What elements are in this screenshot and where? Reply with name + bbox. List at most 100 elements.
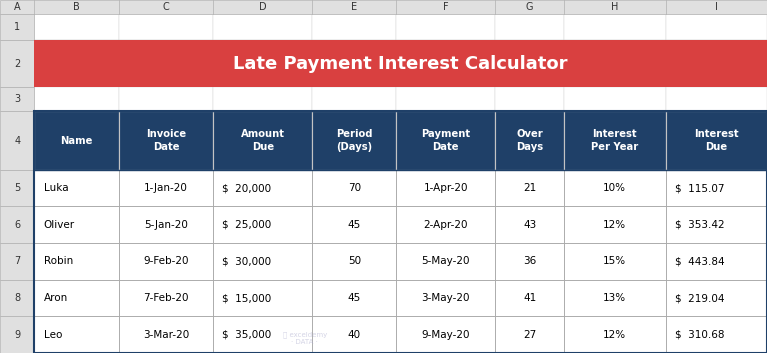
Bar: [35, 88, 119, 111]
Bar: [35, 316, 119, 353]
Text: Invoice
Date: Invoice Date: [146, 129, 186, 152]
Bar: [397, 316, 495, 353]
Bar: [35, 14, 119, 40]
Bar: [213, 243, 312, 280]
Bar: [312, 280, 397, 316]
Bar: [666, 243, 767, 280]
Text: 9: 9: [14, 330, 20, 340]
Bar: [0, 207, 35, 243]
Bar: [666, 40, 767, 88]
Text: $  443.84: $ 443.84: [675, 256, 724, 267]
Text: 40: 40: [347, 330, 360, 340]
Bar: [119, 88, 213, 111]
Bar: [397, 170, 495, 207]
Bar: [666, 170, 767, 207]
Bar: [564, 88, 666, 111]
Bar: [213, 280, 312, 316]
Text: C: C: [163, 2, 170, 12]
Text: Period
(Days): Period (Days): [336, 129, 373, 152]
Text: 1-Jan-20: 1-Jan-20: [144, 183, 188, 193]
Text: Late Payment Interest Calculator: Late Payment Interest Calculator: [233, 55, 568, 73]
Text: $  30,000: $ 30,000: [222, 256, 272, 267]
Bar: [35, 111, 767, 170]
Text: 12%: 12%: [603, 330, 627, 340]
Bar: [119, 40, 213, 88]
Text: Robin: Robin: [44, 256, 73, 267]
Bar: [495, 111, 564, 170]
Bar: [564, 170, 666, 207]
Bar: [213, 207, 312, 243]
Text: 1-Apr-20: 1-Apr-20: [423, 183, 468, 193]
Bar: [666, 111, 767, 170]
Bar: [119, 207, 213, 243]
Bar: [666, 316, 767, 353]
Bar: [495, 207, 564, 243]
Text: 12%: 12%: [603, 220, 627, 230]
Bar: [35, 280, 119, 316]
Bar: [397, 40, 495, 88]
Text: 13%: 13%: [603, 293, 627, 303]
Text: 41: 41: [523, 293, 536, 303]
Bar: [564, 111, 666, 170]
Text: 36: 36: [523, 256, 536, 267]
Bar: [397, 111, 495, 170]
Text: $  35,000: $ 35,000: [222, 330, 272, 340]
Bar: [213, 88, 312, 111]
Bar: [119, 170, 213, 207]
Bar: [312, 40, 397, 88]
Bar: [213, 170, 312, 207]
Bar: [666, 207, 767, 243]
Bar: [312, 243, 397, 280]
Bar: [213, 243, 312, 280]
Text: $  115.07: $ 115.07: [675, 183, 724, 193]
Bar: [397, 111, 495, 170]
Text: 4: 4: [14, 136, 20, 145]
Bar: [495, 111, 564, 170]
Text: $  25,000: $ 25,000: [222, 220, 272, 230]
Bar: [312, 207, 397, 243]
Text: 3: 3: [14, 94, 20, 104]
Bar: [0, 170, 35, 207]
Text: Interest
Due: Interest Due: [694, 129, 739, 152]
Bar: [0, 316, 35, 353]
Text: 15%: 15%: [603, 256, 627, 267]
Bar: [35, 316, 119, 353]
Bar: [312, 111, 397, 170]
Bar: [213, 316, 312, 353]
Text: $  15,000: $ 15,000: [222, 293, 272, 303]
Text: 3-May-20: 3-May-20: [422, 293, 470, 303]
Text: 45: 45: [347, 220, 361, 230]
Text: A: A: [14, 2, 21, 12]
Bar: [213, 40, 312, 88]
Bar: [0, 0, 767, 14]
Text: 3-Mar-20: 3-Mar-20: [143, 330, 189, 340]
Bar: [35, 243, 119, 280]
Bar: [397, 207, 495, 243]
Text: 10%: 10%: [604, 183, 627, 193]
Bar: [666, 170, 767, 207]
Bar: [35, 243, 119, 280]
Bar: [119, 243, 213, 280]
Bar: [35, 170, 119, 207]
Text: 45: 45: [347, 293, 361, 303]
Bar: [35, 207, 119, 243]
Bar: [564, 280, 666, 316]
Text: 8: 8: [14, 293, 20, 303]
Bar: [312, 170, 397, 207]
Text: 9-Feb-20: 9-Feb-20: [143, 256, 189, 267]
Text: Luka: Luka: [44, 183, 68, 193]
Bar: [0, 111, 35, 170]
Bar: [119, 316, 213, 353]
Bar: [119, 207, 213, 243]
Text: G: G: [526, 2, 533, 12]
Text: 5-Jan-20: 5-Jan-20: [144, 220, 188, 230]
Bar: [35, 170, 119, 207]
Text: 2: 2: [14, 59, 20, 68]
Bar: [564, 14, 666, 40]
Text: $  310.68: $ 310.68: [675, 330, 724, 340]
Text: 5-May-20: 5-May-20: [422, 256, 470, 267]
Bar: [119, 111, 213, 170]
Bar: [312, 14, 397, 40]
Text: 7: 7: [14, 256, 20, 267]
Bar: [35, 40, 119, 88]
